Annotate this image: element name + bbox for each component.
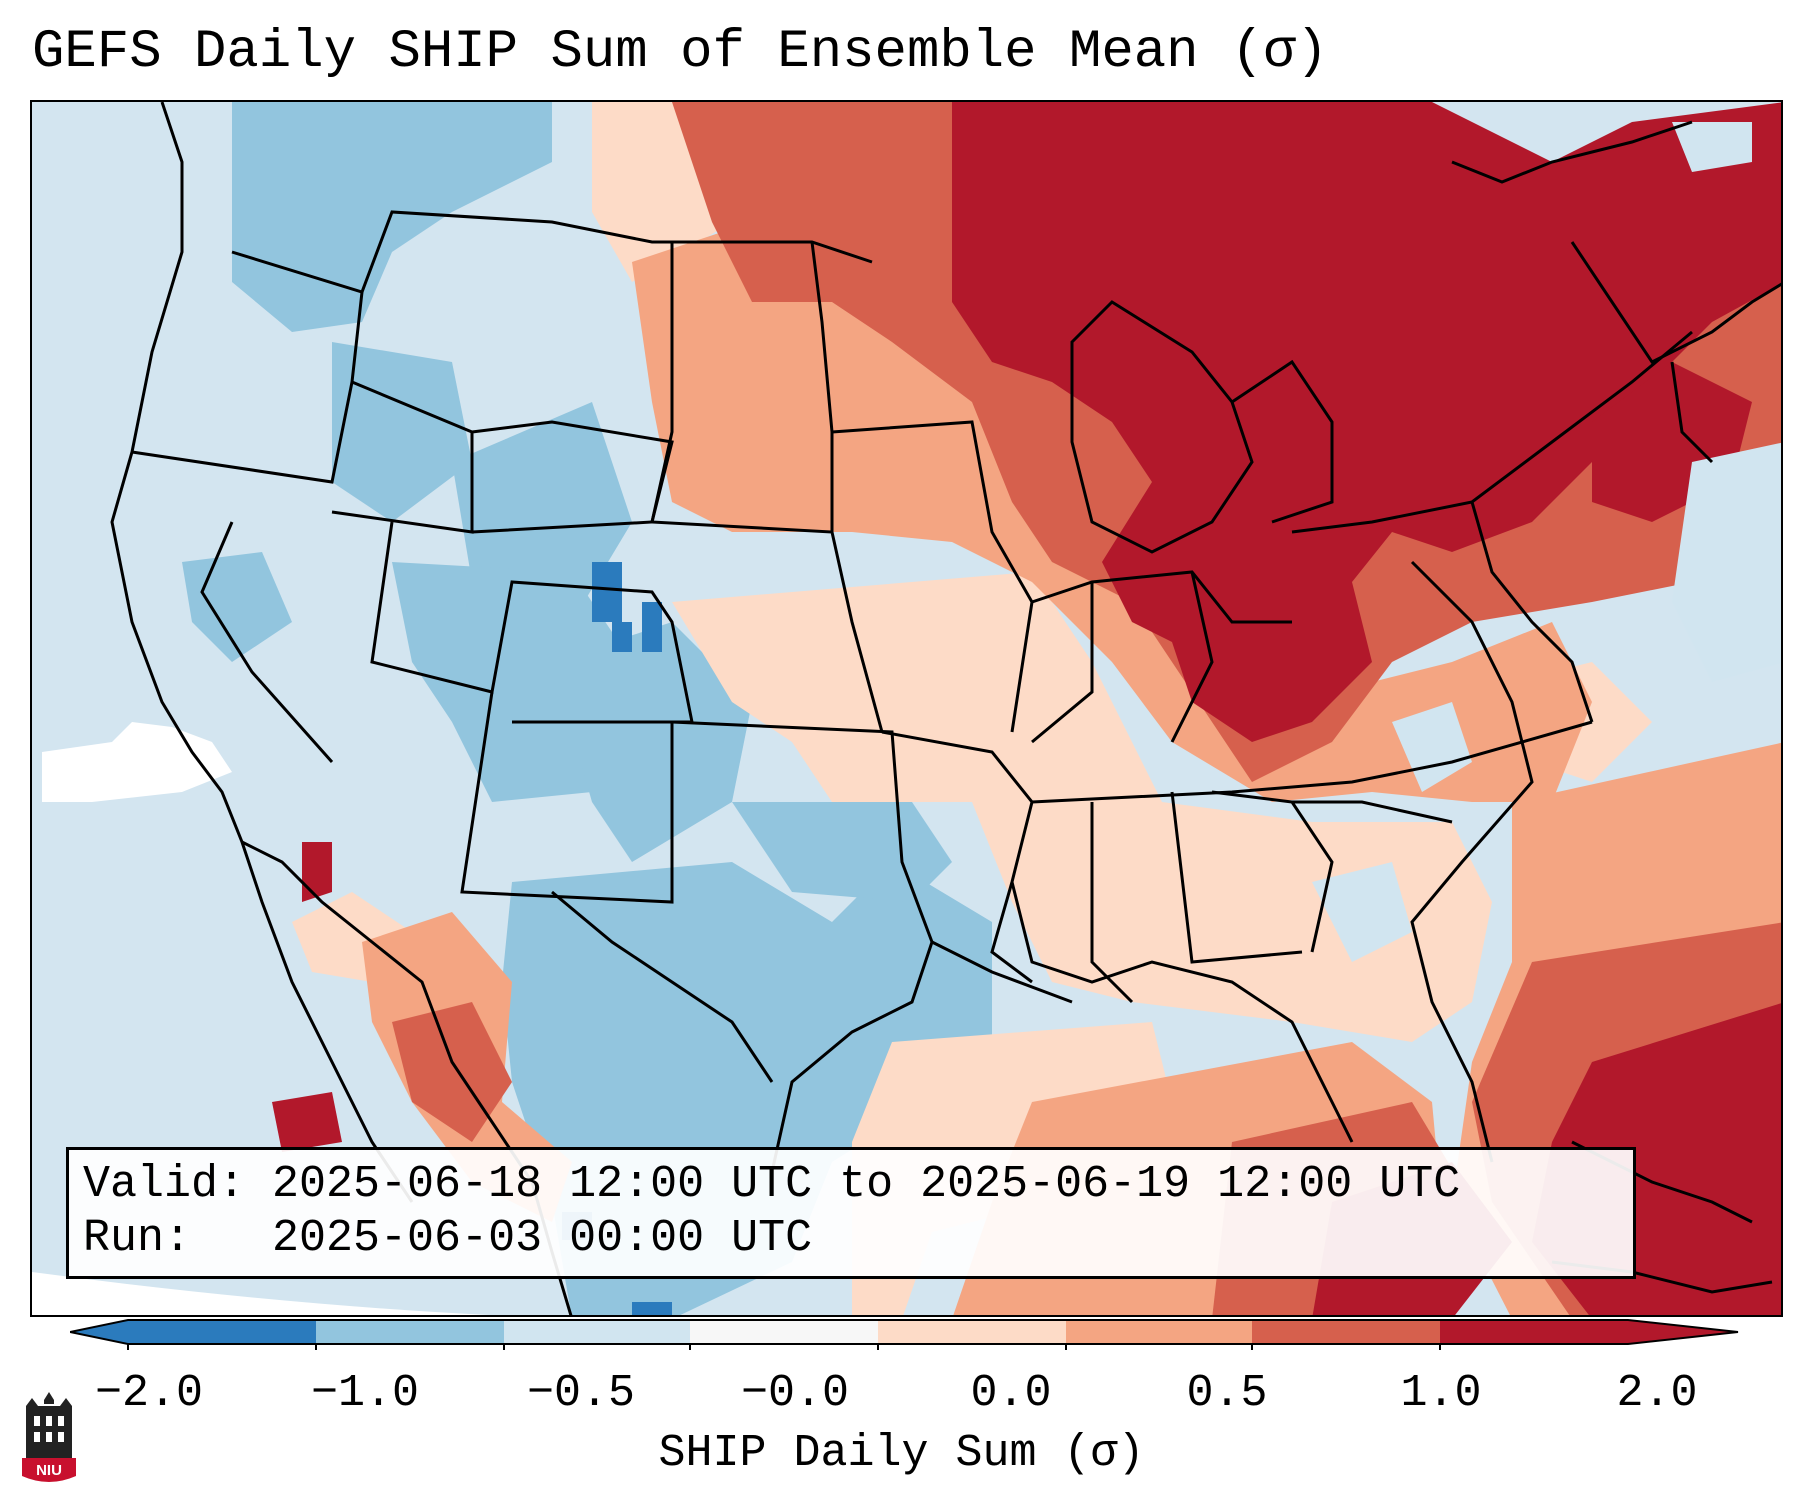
colorbar-tick-label: 0.5 <box>1186 1368 1268 1419</box>
colorbar-tick-label: 1.0 <box>1400 1368 1482 1419</box>
colorbar-tick-label: −2.0 <box>94 1368 204 1419</box>
niu-logo-icon: NIU <box>22 1392 76 1482</box>
colorbar-tick-label: −0.5 <box>526 1368 636 1419</box>
colorbar-segment-4 <box>690 1320 878 1344</box>
run-time-text: Run: 2025-06-03 00:00 UTC <box>83 1213 813 1264</box>
colorbar-tick-label: −1.0 <box>310 1368 420 1419</box>
map-panel <box>30 100 1783 1317</box>
boundaries <box>110 102 1781 1315</box>
colorbar-extend-high <box>1628 1320 1738 1344</box>
valid-time-text: Valid: 2025-06-18 12:00 UTC to 2025-06-1… <box>83 1159 1461 1210</box>
colorbar-segment-3 <box>504 1320 690 1344</box>
colorbar-tick-label: 0.0 <box>970 1368 1052 1419</box>
colorbar-extend-low <box>70 1320 128 1344</box>
colorbar-ticks <box>127 1344 1441 1350</box>
map-canvas <box>32 102 1781 1315</box>
colorbar-tick-label: −0.0 <box>740 1368 850 1419</box>
colorbar-segment-8 <box>1440 1320 1628 1344</box>
colorbar-segment-7 <box>1252 1320 1440 1344</box>
chart-title: GEFS Daily SHIP Sum of Ensemble Mean (σ) <box>32 22 1329 83</box>
colorbar-tick-label: 2.0 <box>1616 1368 1698 1419</box>
valid-run-info-box: Valid: 2025-06-18 12:00 UTC to 2025-06-1… <box>66 1147 1636 1279</box>
neutral-patches <box>1312 122 1781 962</box>
colorbar-segment-1 <box>128 1320 316 1344</box>
out-of-domain-area <box>32 1272 490 1315</box>
colorbar-label: SHIP Daily Sum (σ) <box>658 1428 1145 1479</box>
niu-logo-text: NIU <box>36 1462 62 1479</box>
colorbar-segment-5 <box>878 1320 1066 1344</box>
colorbar-segment-2 <box>316 1320 504 1344</box>
colorbar-segment-6 <box>1066 1320 1252 1344</box>
colorbar <box>70 1319 1739 1350</box>
